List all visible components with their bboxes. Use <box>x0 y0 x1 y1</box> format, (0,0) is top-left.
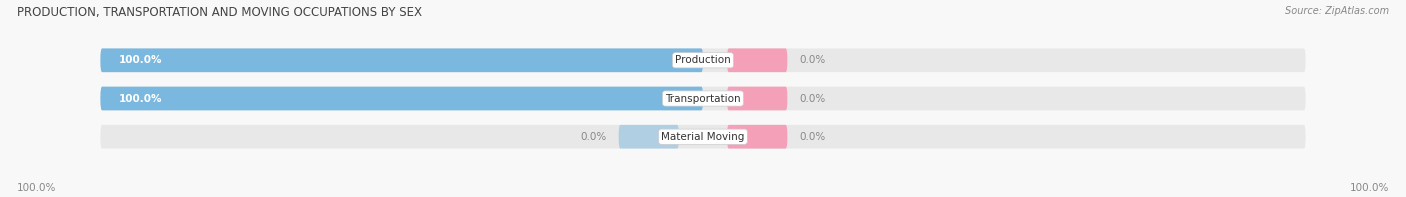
Text: Transportation: Transportation <box>665 94 741 103</box>
Text: PRODUCTION, TRANSPORTATION AND MOVING OCCUPATIONS BY SEX: PRODUCTION, TRANSPORTATION AND MOVING OC… <box>17 6 422 19</box>
FancyBboxPatch shape <box>100 87 1306 110</box>
Text: 100.0%: 100.0% <box>118 94 162 103</box>
Text: Material Moving: Material Moving <box>661 132 745 142</box>
Text: 0.0%: 0.0% <box>800 94 825 103</box>
Text: 0.0%: 0.0% <box>800 55 825 65</box>
FancyBboxPatch shape <box>100 125 1306 149</box>
Text: Production: Production <box>675 55 731 65</box>
Text: 100.0%: 100.0% <box>1350 183 1389 193</box>
FancyBboxPatch shape <box>727 125 787 149</box>
Text: 100.0%: 100.0% <box>17 183 56 193</box>
Text: Source: ZipAtlas.com: Source: ZipAtlas.com <box>1285 6 1389 16</box>
Text: 0.0%: 0.0% <box>800 132 825 142</box>
FancyBboxPatch shape <box>727 87 787 110</box>
Text: 0.0%: 0.0% <box>581 132 606 142</box>
FancyBboxPatch shape <box>100 87 703 110</box>
FancyBboxPatch shape <box>100 48 703 72</box>
Text: 100.0%: 100.0% <box>118 55 162 65</box>
FancyBboxPatch shape <box>100 48 1306 72</box>
FancyBboxPatch shape <box>727 48 787 72</box>
FancyBboxPatch shape <box>619 125 679 149</box>
